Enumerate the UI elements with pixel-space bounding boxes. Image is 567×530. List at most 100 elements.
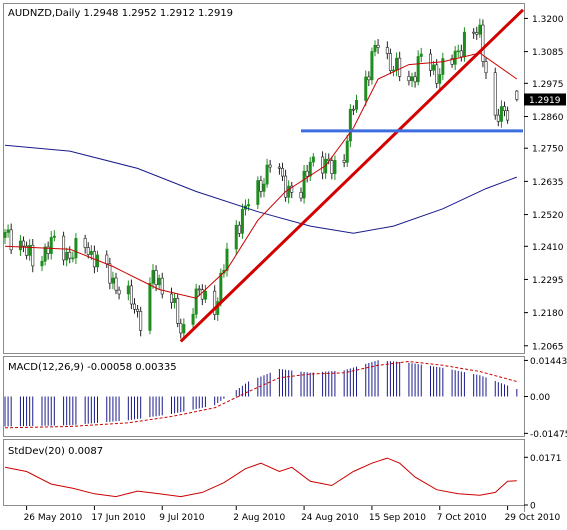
candle-body	[391, 69, 395, 72]
candle-body	[475, 32, 479, 35]
axes: 1.3200 1.3085 1.2975 1.2860 1.2750 1.2635 1.25…	[24, 15, 567, 523]
candle-body	[151, 270, 155, 284]
macd-panel-header: MACD(12,26,9) -0.00058 0.00335	[8, 362, 177, 373]
candle-body	[203, 290, 207, 300]
candle-body	[133, 303, 137, 310]
y-tick-label: 1.2180	[532, 309, 564, 319]
candle-body	[478, 24, 482, 35]
candle-body	[284, 175, 288, 198]
candle-body	[105, 254, 109, 265]
candle-body	[234, 224, 238, 250]
candle-body	[65, 251, 69, 261]
candle-body	[441, 58, 445, 75]
x-tick-label: 24 Aug 2010	[301, 513, 359, 523]
candle-body	[330, 160, 334, 174]
candle-body	[506, 110, 510, 121]
candle-body	[200, 289, 204, 300]
candle-body	[197, 288, 201, 291]
candle-body	[3, 232, 7, 238]
candle-body	[299, 191, 303, 199]
candle-body	[126, 285, 130, 295]
candle-body	[74, 238, 78, 259]
y-tick-label: 1.2750	[532, 145, 564, 155]
candle-body	[416, 56, 420, 83]
candle-body	[160, 277, 164, 295]
candle-body	[49, 237, 53, 254]
macd-tick-label: -0.01475	[530, 430, 567, 440]
candle-body	[182, 324, 186, 334]
candle-body	[515, 90, 519, 100]
candle-body	[213, 290, 217, 315]
candle-body	[111, 277, 115, 284]
ma-long-line	[4, 144, 517, 234]
candle-body	[450, 58, 454, 65]
candle-body	[456, 50, 460, 53]
candle-body	[154, 270, 158, 286]
current-price-box	[524, 93, 566, 106]
y-tick-label: 1.3085	[532, 48, 564, 58]
candle-body	[68, 251, 72, 259]
ma-short-line	[4, 52, 518, 299]
candle-body	[240, 208, 244, 234]
candle-body	[225, 248, 229, 271]
y-tick-label: 1.2635	[532, 178, 564, 188]
candle-body	[157, 277, 161, 286]
candle-body	[18, 240, 22, 251]
candle-body	[419, 53, 423, 57]
candle-body	[398, 57, 402, 77]
candle-body	[308, 161, 312, 177]
macd-tick-label: 0.00	[530, 393, 550, 403]
stddev-panel-frame	[3, 439, 525, 506]
candle-body	[129, 285, 133, 305]
candle-body	[139, 311, 143, 331]
y-tick-label: 1.2860	[532, 113, 564, 123]
stddev-tick-label: 0.0171	[530, 454, 562, 464]
main-panel-header: AUDNZD,Daily 1.2948 1.2952 1.2912 1.2919	[8, 8, 233, 19]
macd-plot	[4, 360, 518, 429]
candle-body	[395, 57, 399, 71]
candle-body	[52, 235, 56, 238]
main-plot	[3, 8, 525, 343]
candle-body	[385, 47, 389, 54]
candle-body	[114, 277, 118, 291]
candle-body	[62, 235, 66, 261]
x-tick-label: 9 Jul 2010	[159, 513, 204, 523]
candle-body	[493, 72, 497, 116]
candle-body	[496, 114, 500, 122]
candle-body	[462, 31, 466, 58]
candle-body	[108, 263, 112, 284]
candle-body	[388, 53, 392, 71]
y-tick-label: 1.3200	[532, 15, 564, 25]
macd-signal-line	[4, 360, 517, 429]
candle-body	[46, 246, 50, 254]
candle-body	[277, 166, 281, 169]
candle-body	[43, 246, 47, 262]
candle-body	[351, 108, 355, 111]
candle-body	[71, 257, 75, 260]
candle-body	[148, 283, 152, 331]
candle-body	[170, 293, 174, 303]
x-tick-label: 15 Sep 2010	[369, 513, 426, 523]
candle-body	[367, 76, 371, 81]
candle-body	[28, 244, 32, 256]
candle-body	[25, 245, 29, 256]
candle-body	[373, 44, 377, 52]
candle-body	[117, 289, 121, 295]
candle-body	[459, 50, 463, 58]
candle-body	[194, 288, 198, 315]
candle-body	[305, 170, 309, 177]
candle-body	[265, 164, 269, 185]
candle-body	[89, 251, 93, 255]
candle-body	[6, 229, 10, 233]
candle-body	[438, 74, 442, 84]
candle-body	[268, 164, 272, 168]
candle-body	[136, 308, 140, 312]
candle-body	[247, 204, 251, 207]
stddev-plot	[4, 457, 517, 498]
candle-body	[321, 156, 325, 174]
candle-body	[179, 323, 183, 334]
candle-body	[499, 106, 503, 122]
candle-body	[472, 31, 476, 34]
